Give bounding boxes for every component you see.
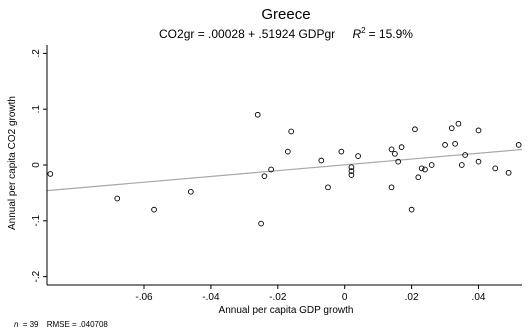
y-tick-label: .1 (31, 105, 42, 114)
data-point (492, 165, 499, 172)
y-axis-ticks: -.2 -.1 0 .1 .2 (31, 49, 47, 282)
data-point (505, 169, 512, 176)
data-point (348, 164, 355, 171)
data-point (261, 173, 268, 180)
data-point (428, 162, 435, 168)
data-point (452, 140, 458, 147)
footnote-n-value: = 39 (23, 320, 39, 329)
data-point (284, 148, 291, 155)
x-axis-ticks: -.06 -.04 -.02 0 .02 .04 (135, 285, 486, 303)
data-point (288, 128, 295, 135)
data-point (448, 125, 455, 132)
r-squared-value: = 15.9% (369, 27, 414, 41)
data-point (348, 172, 355, 178)
data-point (408, 206, 415, 213)
data-point (475, 158, 482, 165)
data-point (422, 166, 428, 173)
x-tick-label: -.02 (269, 292, 287, 303)
data-point (151, 206, 157, 213)
y-tick-label: -.2 (31, 270, 42, 282)
y-tick-label: 0 (31, 162, 42, 168)
x-tick-label: -.04 (202, 292, 220, 303)
data-point (258, 220, 264, 227)
data-point (392, 150, 398, 157)
x-axis-label: Annual per capita GDP growth (219, 305, 354, 316)
data-point (515, 142, 522, 148)
data-point (388, 184, 395, 191)
chart-subtitle: CO2gr = .00028 + .51924 GDPgr R2 = 15.9% (159, 26, 413, 41)
data-point (418, 165, 425, 172)
fit-line (46, 148, 523, 192)
data-point (412, 126, 418, 133)
y-axis-label: Annual per capita CO2 growth (7, 96, 18, 230)
data-point (462, 152, 468, 158)
data-point (254, 111, 261, 118)
r-squared-symbol: R (352, 27, 361, 41)
footnote-rmse: RMSE = .040708 (47, 320, 109, 329)
regression-equation: CO2gr = .00028 + .51924 GDPgr (159, 27, 335, 41)
x-tick-label: .02 (405, 292, 419, 303)
plot-area (46, 111, 523, 227)
data-point (268, 166, 274, 173)
x-tick-label: -.06 (135, 292, 153, 303)
data-point (114, 195, 121, 202)
chart-title: Greece (261, 6, 310, 23)
data-point (415, 174, 422, 181)
data-point (338, 148, 345, 155)
y-tick-label: .2 (31, 49, 42, 58)
data-point (398, 144, 405, 150)
footnote: n = 39 RMSE = .040708 (14, 320, 108, 329)
data-point (325, 184, 331, 191)
data-point (458, 162, 465, 168)
data-point (395, 158, 402, 165)
data-point (388, 146, 395, 153)
data-point (355, 153, 361, 159)
x-tick-label: 0 (342, 292, 348, 303)
data-point (318, 157, 325, 164)
footnote-n-symbol: n (14, 320, 19, 329)
data-point (475, 127, 482, 134)
x-tick-label: .04 (472, 292, 486, 303)
data-point (348, 168, 355, 174)
y-tick-label: -.1 (31, 215, 42, 227)
data-point (187, 188, 194, 195)
data-point (442, 142, 448, 148)
data-point (455, 120, 462, 127)
data-point (47, 171, 54, 177)
r-squared-exponent: 2 (361, 26, 366, 35)
